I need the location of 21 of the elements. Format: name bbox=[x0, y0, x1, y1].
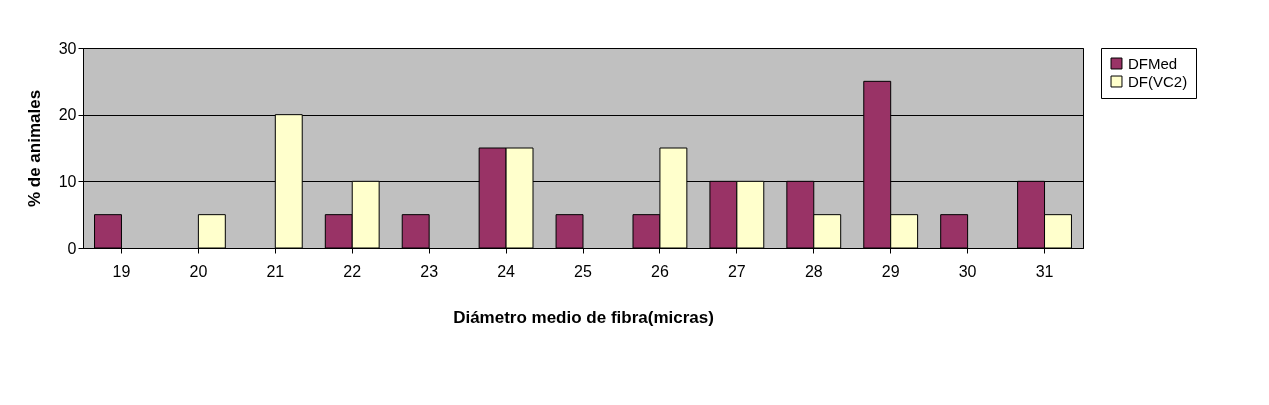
x-tick-label: 26 bbox=[651, 262, 669, 280]
x-tick-label: 19 bbox=[112, 262, 131, 280]
y-tick-label: 0 bbox=[67, 239, 77, 257]
x-tick-label: 30 bbox=[958, 262, 977, 280]
x-axis-title: Diámetro medio de fibra(micras) bbox=[453, 307, 714, 327]
legend-label: DF(VC2) bbox=[1128, 72, 1188, 90]
y-tick-label: 30 bbox=[58, 39, 77, 57]
legend-label: DFMed bbox=[1128, 54, 1178, 72]
y-tick-label: 20 bbox=[58, 106, 77, 124]
x-tick-label: 31 bbox=[1035, 262, 1054, 280]
y-axis-title: % de animales bbox=[24, 89, 44, 208]
y-tick-label: 10 bbox=[58, 172, 77, 190]
x-tick-label: 24 bbox=[497, 262, 516, 280]
x-tick-label: 25 bbox=[574, 262, 592, 280]
x-tick-label: 28 bbox=[804, 262, 823, 280]
x-tick-label: 27 bbox=[727, 262, 746, 280]
x-tick-label: 29 bbox=[881, 262, 900, 280]
x-tick-label: 20 bbox=[189, 262, 208, 280]
x-tick-label: 23 bbox=[420, 262, 439, 280]
x-tick-label: 21 bbox=[266, 262, 285, 280]
x-tick-label: 22 bbox=[343, 262, 362, 280]
